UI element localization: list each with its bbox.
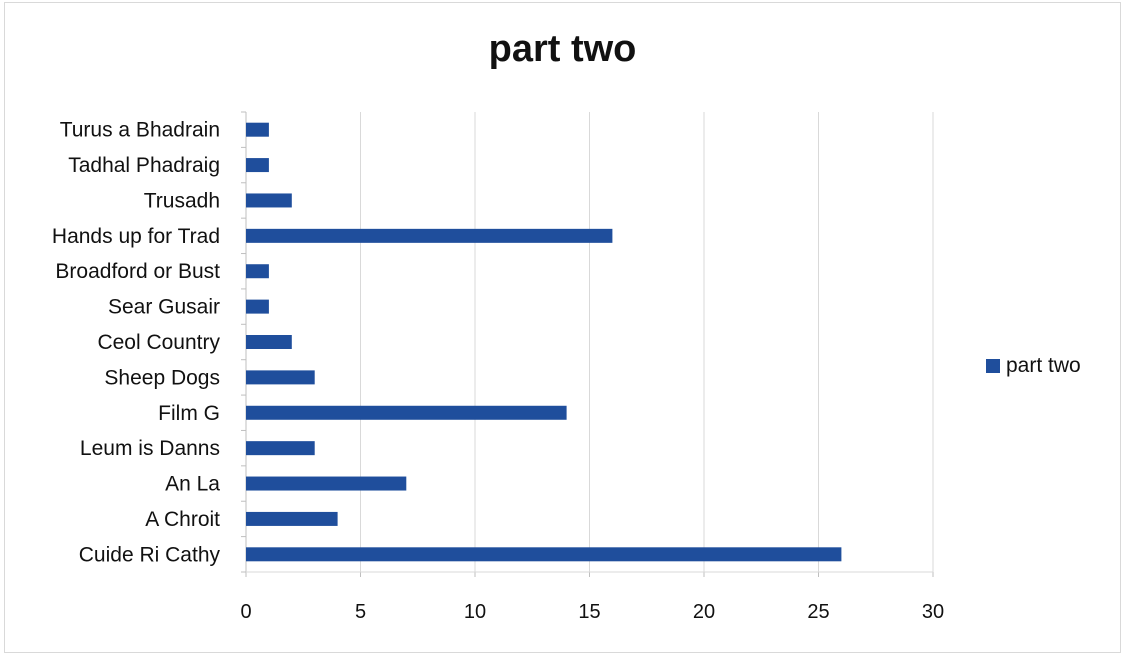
bar xyxy=(246,335,292,349)
chart-frame xyxy=(4,2,1121,653)
bar xyxy=(246,228,613,243)
bar xyxy=(246,158,269,173)
category-label: Broadford or Bust xyxy=(55,260,220,283)
category-label: Cuide Ri Cathy xyxy=(79,543,221,566)
category-label: Film G xyxy=(158,402,220,425)
bar xyxy=(246,299,269,314)
x-tick-label: 20 xyxy=(693,601,715,623)
category-label: An La xyxy=(165,473,220,496)
bar xyxy=(246,370,315,385)
category-label: Ceol Country xyxy=(97,331,220,354)
chart-title: part two xyxy=(488,28,637,70)
x-tick-label: 15 xyxy=(578,601,600,623)
x-tick-label: 30 xyxy=(922,601,944,623)
legend-label: part two xyxy=(1006,354,1081,377)
bar xyxy=(246,511,338,526)
chart-legend: part two xyxy=(986,354,1081,378)
category-label: Sheep Dogs xyxy=(104,366,220,389)
category-label: A Chroit xyxy=(145,508,220,531)
x-tick-label: 25 xyxy=(807,601,829,623)
category-label: Leum is Danns xyxy=(80,437,220,460)
category-label: Turus a Bhadrain xyxy=(60,119,220,142)
bar xyxy=(246,547,842,562)
x-tick-label: 5 xyxy=(355,601,366,623)
bar xyxy=(246,264,269,279)
category-label: Sear Gusair xyxy=(108,296,220,319)
category-label: Tadhal Phadraig xyxy=(68,154,220,177)
bar xyxy=(246,476,407,491)
bar xyxy=(246,122,269,137)
x-tick-label: 10 xyxy=(464,601,486,623)
bar xyxy=(246,405,567,420)
category-label: Trusadh xyxy=(144,189,220,212)
category-label: Hands up for Trad xyxy=(52,225,220,248)
bar xyxy=(246,441,315,456)
bar xyxy=(246,193,292,208)
x-tick-label: 0 xyxy=(240,601,251,623)
legend-swatch xyxy=(986,359,1000,373)
